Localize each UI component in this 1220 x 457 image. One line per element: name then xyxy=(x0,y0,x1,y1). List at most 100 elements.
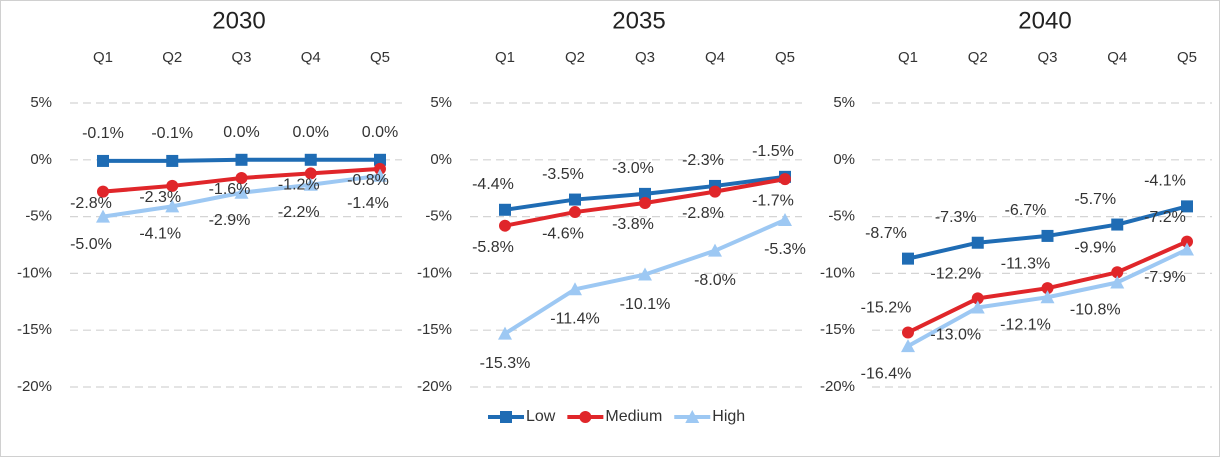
data-label: -5.7% xyxy=(1074,191,1116,208)
point xyxy=(235,153,248,166)
data-label: -9.9% xyxy=(1074,239,1116,256)
data-label: -13.0% xyxy=(930,327,981,344)
y-tick-label: -5% xyxy=(25,208,52,225)
point xyxy=(902,252,914,265)
x-tick-label: Q2 xyxy=(968,49,988,66)
point xyxy=(1110,275,1125,289)
data-label: -0.1% xyxy=(82,125,124,142)
legend-marker xyxy=(500,411,512,423)
data-label: -2.8% xyxy=(70,195,112,212)
y-tick-label: -5% xyxy=(828,208,855,225)
data-label: -8.7% xyxy=(865,225,907,242)
data-label: -1.6% xyxy=(209,181,251,198)
point xyxy=(96,209,110,223)
point xyxy=(1180,242,1194,256)
point xyxy=(499,219,511,232)
data-label: -0.8% xyxy=(347,172,389,189)
y-tick-label: -20% xyxy=(17,378,52,395)
data-label: -1.5% xyxy=(752,143,794,160)
point xyxy=(901,339,915,353)
point xyxy=(303,177,318,191)
data-label: -4.1% xyxy=(139,226,181,243)
point xyxy=(166,179,179,192)
data-label: -5.3% xyxy=(764,241,806,258)
data-label: -5.8% xyxy=(472,239,514,256)
legend-label: Low xyxy=(526,408,556,425)
data-label: -11.4% xyxy=(550,311,600,328)
data-label: -10.1% xyxy=(620,296,671,313)
y-tick-label: -10% xyxy=(417,264,452,281)
point xyxy=(971,236,984,249)
point xyxy=(971,292,984,305)
data-label: -5.0% xyxy=(70,236,112,253)
point xyxy=(709,185,721,198)
legend-marker xyxy=(579,411,592,423)
y-tick-label: 5% xyxy=(833,94,855,111)
data-label: -7.2% xyxy=(1144,209,1186,226)
data-label: -0.1% xyxy=(151,125,193,142)
point xyxy=(778,213,792,227)
data-label: -16.4% xyxy=(861,365,912,382)
point xyxy=(1111,218,1124,231)
data-label: -2.3% xyxy=(139,189,181,206)
point xyxy=(902,326,914,339)
x-tick-label: Q2 xyxy=(565,49,585,66)
point xyxy=(708,243,722,257)
point xyxy=(1041,282,1054,295)
y-tick-label: -20% xyxy=(820,378,855,395)
data-label: -2.2% xyxy=(278,204,320,221)
point xyxy=(374,153,386,166)
y-tick-label: -15% xyxy=(820,321,855,338)
data-label: -2.8% xyxy=(682,205,724,222)
y-tick-label: -20% xyxy=(417,378,452,395)
x-tick-label: Q4 xyxy=(1107,49,1127,66)
point xyxy=(639,187,651,200)
data-label: 0.0% xyxy=(223,124,259,141)
data-label: -12.1% xyxy=(1000,316,1051,333)
point xyxy=(569,206,581,219)
data-label: -3.5% xyxy=(542,166,584,183)
data-label: -2.3% xyxy=(682,152,724,169)
data-label: -15.3% xyxy=(480,355,531,372)
x-tick-label: Q5 xyxy=(775,49,795,66)
y-tick-label: 0% xyxy=(30,151,52,168)
x-tick-label: Q2 xyxy=(162,49,182,66)
data-label: -3.0% xyxy=(612,160,654,177)
y-tick-label: -10% xyxy=(17,264,52,281)
point xyxy=(1040,290,1055,304)
data-label: 0.0% xyxy=(293,124,329,141)
y-tick-label: -10% xyxy=(820,264,855,281)
data-label: -1.4% xyxy=(347,195,389,212)
x-tick-label: Q1 xyxy=(93,49,113,66)
point xyxy=(779,173,791,186)
point xyxy=(166,154,179,167)
y-tick-label: 0% xyxy=(430,151,452,168)
data-label: -2.9% xyxy=(209,212,251,229)
point xyxy=(1181,200,1193,213)
data-label: -11.3% xyxy=(1001,255,1051,272)
point xyxy=(499,203,511,216)
legend-label: Medium xyxy=(605,408,662,425)
data-label: -1.2% xyxy=(278,177,320,194)
point xyxy=(638,267,652,281)
data-label: -7.3% xyxy=(935,209,977,226)
point xyxy=(1041,229,1054,242)
data-label: -10.8% xyxy=(1070,302,1121,319)
x-tick-label: Q1 xyxy=(898,49,918,66)
legend-marker xyxy=(685,410,700,423)
point xyxy=(235,171,248,184)
point xyxy=(304,153,317,166)
x-tick-label: Q4 xyxy=(301,49,321,66)
data-label: -6.7% xyxy=(1005,202,1047,219)
data-label: -15.2% xyxy=(861,300,912,317)
x-tick-label: Q1 xyxy=(495,49,515,66)
x-tick-label: Q5 xyxy=(370,49,390,66)
point xyxy=(498,326,512,340)
point xyxy=(304,167,317,180)
chart-title: 2040 xyxy=(1018,7,1071,34)
y-tick-label: 5% xyxy=(30,94,52,111)
x-tick-label: Q5 xyxy=(1177,49,1197,66)
data-label: 0.0% xyxy=(362,124,398,141)
